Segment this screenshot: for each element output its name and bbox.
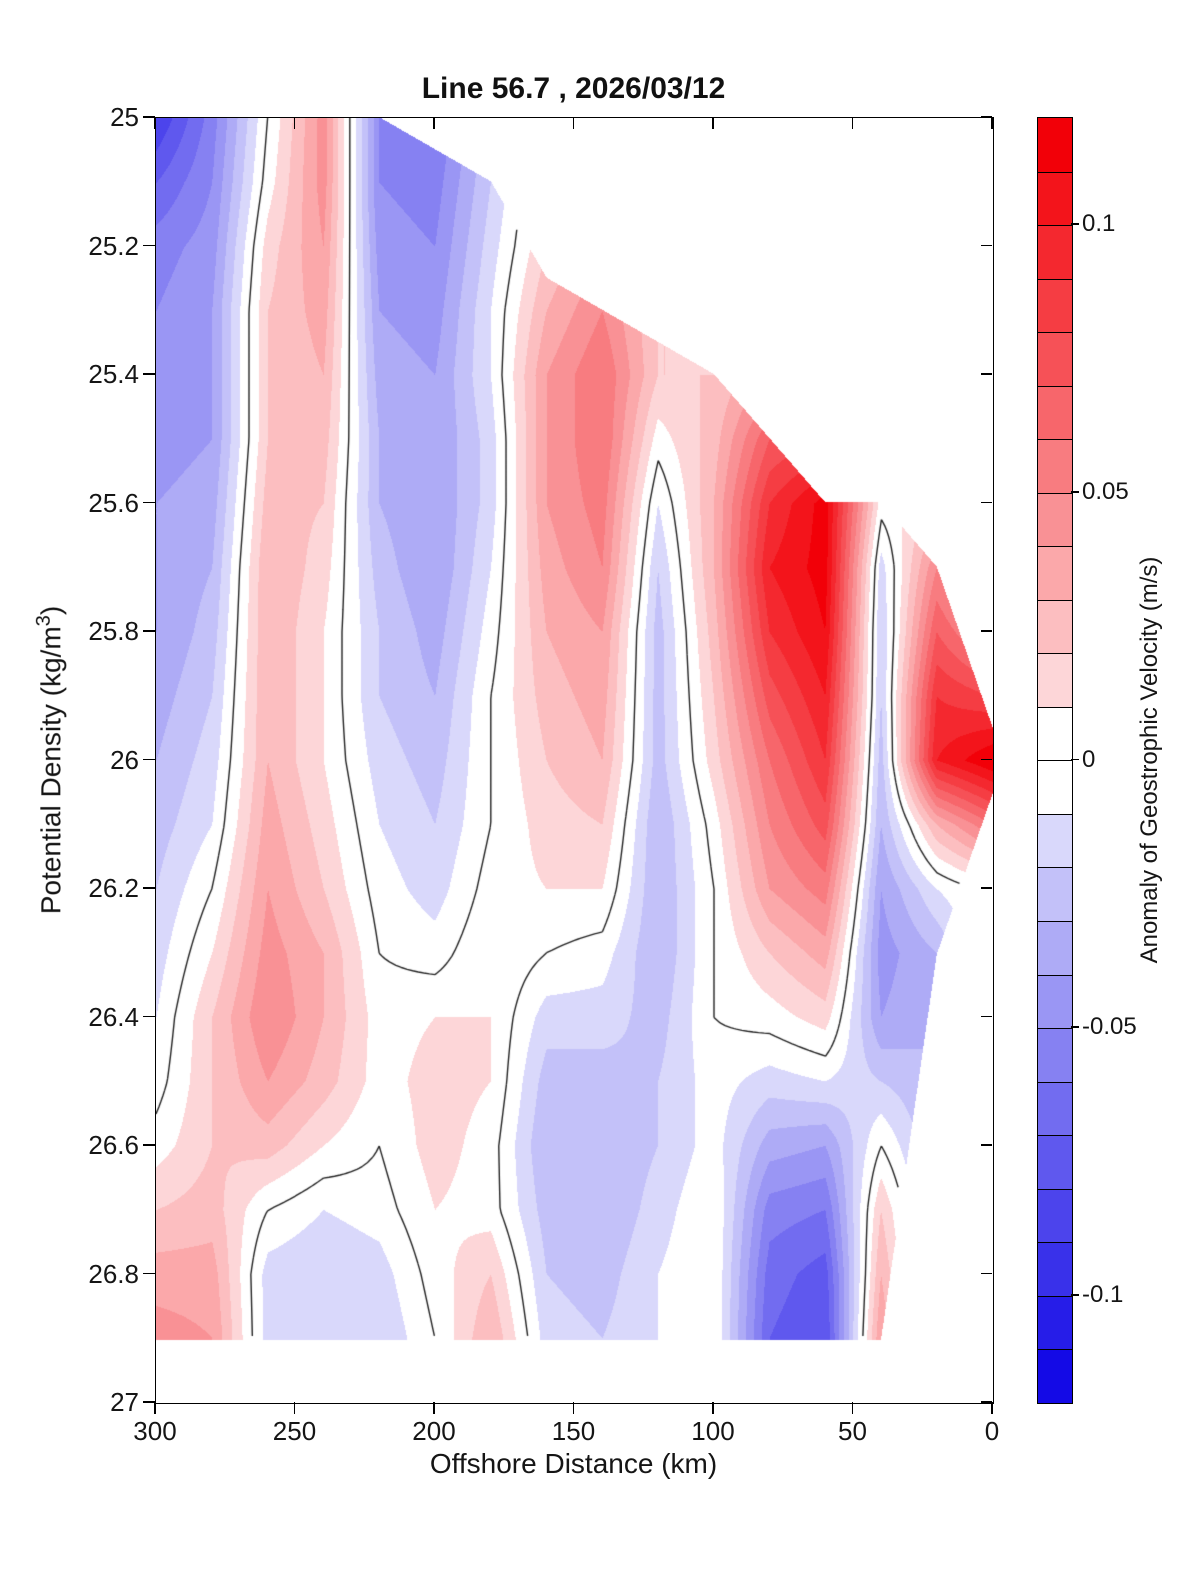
x-tick-label: 250 [272, 1416, 317, 1446]
y-tick-mark [143, 758, 155, 761]
y-tick-mark [143, 887, 155, 889]
colorbar-segment [1038, 653, 1072, 707]
x-tick-mark [433, 1402, 435, 1414]
x-tick-mark-top [991, 118, 993, 129]
x-tick-mark-top [433, 118, 435, 129]
y-tick-label: 26 [110, 744, 139, 775]
x-tick-label: 200 [412, 1416, 456, 1446]
y-tick-label: 25 [110, 102, 139, 132]
x-tick-mark-top [154, 118, 156, 129]
y-tick-mark-right [981, 1015, 992, 1018]
colorbar-segment [1038, 1028, 1072, 1082]
x-tick-label: 300 [133, 1416, 177, 1446]
colorbar-segment [1038, 332, 1072, 386]
x-tick-mark-top [293, 118, 296, 129]
y-tick-label: 25.4 [88, 359, 139, 389]
colorbar-segment [1038, 867, 1072, 921]
y-axis-label-superscript: 3 [32, 615, 55, 627]
colorbar-segment [1038, 1295, 1072, 1350]
colorbar-tick-mark [1071, 758, 1079, 761]
colorbar-tick-mark [1071, 223, 1079, 225]
y-tick-label: 25.8 [88, 616, 139, 646]
y-tick-mark-right [981, 1272, 992, 1275]
colorbar-label: Anomaly of Geostrophic Velocity (m/s) [1136, 556, 1163, 964]
x-tick-mark [712, 1402, 714, 1414]
colorbar-tick-mark [1071, 491, 1079, 493]
colorbar-segment [1038, 439, 1072, 493]
y-tick-label: 25.2 [88, 230, 139, 261]
x-tick-mark [572, 1402, 575, 1414]
colorbar-segment [1038, 546, 1072, 600]
y-tick-mark [143, 630, 155, 632]
x-tick-label: 0 [984, 1416, 1000, 1446]
y-tick-mark [143, 1272, 155, 1275]
x-tick-mark [154, 1402, 156, 1414]
colorbar-segment [1038, 760, 1072, 814]
y-tick-label: 26.8 [88, 1258, 139, 1289]
colorbar-tick-label: -0.05 [1082, 1013, 1137, 1041]
colorbar-segment [1038, 1188, 1072, 1243]
y-tick-label: 26.4 [88, 1001, 139, 1032]
contour-plot-canvas [156, 118, 993, 1403]
colorbar-segment [1038, 1081, 1072, 1136]
x-tick-mark-top [572, 118, 575, 129]
colorbar-segment [1038, 225, 1072, 279]
colorbar-segment [1038, 1242, 1072, 1296]
x-tick-label: 150 [551, 1416, 596, 1446]
y-tick-label: 27 [110, 1387, 139, 1417]
y-tick-label: 26.6 [88, 1130, 139, 1160]
y-tick-mark-right [981, 501, 992, 504]
colorbar-tick-label: -0.1 [1082, 1280, 1124, 1308]
x-tick-mark-top [851, 118, 854, 129]
y-tick-mark-right [981, 116, 992, 118]
x-tick-mark [851, 1402, 854, 1414]
colorbar-tick-label: 0 [1082, 745, 1096, 773]
colorbar-segment [1038, 385, 1072, 440]
y-axis-label-text: Potential Density (kg/m [35, 626, 67, 915]
colorbar [1037, 117, 1073, 1404]
x-tick-mark [293, 1402, 296, 1414]
y-tick-label: 25.6 [88, 487, 139, 518]
x-tick-label: 50 [838, 1416, 867, 1446]
y-tick-mark-right [981, 887, 992, 889]
x-tick-mark [991, 1402, 993, 1414]
y-tick-mark-right [981, 373, 992, 375]
x-tick-mark-top [712, 118, 714, 129]
plot-area [155, 117, 994, 1404]
y-axis-label: Potential Density (kg/m3) [33, 606, 67, 914]
y-tick-mark-right [981, 630, 992, 632]
colorbar-segment [1038, 920, 1072, 975]
y-tick-mark [143, 501, 155, 504]
colorbar-segment [1038, 1135, 1072, 1189]
colorbar-segment [1038, 813, 1072, 868]
y-tick-mark-right [981, 758, 992, 761]
y-tick-mark [143, 1015, 155, 1018]
y-axis-label-close: ) [35, 605, 67, 616]
colorbar-segment [1038, 599, 1072, 654]
colorbar-segment [1038, 706, 1072, 761]
colorbar-segment [1038, 171, 1072, 226]
colorbar-segment [1038, 278, 1072, 333]
y-tick-mark-right [981, 1401, 992, 1403]
y-tick-mark-right [981, 1144, 992, 1146]
colorbar-tick-mark [1071, 1026, 1079, 1028]
colorbar-tick-label: 0.1 [1082, 210, 1116, 238]
colorbar-tick-mark [1071, 1294, 1079, 1296]
y-tick-mark [143, 244, 155, 247]
y-tick-mark [143, 1401, 155, 1403]
colorbar-tick-label: 0.05 [1082, 477, 1129, 505]
y-tick-mark [143, 1144, 155, 1146]
y-tick-mark [143, 116, 155, 118]
y-tick-mark-right [981, 244, 992, 247]
colorbar-segment [1038, 974, 1072, 1029]
colorbar-segment [1038, 1349, 1072, 1403]
x-axis-label: Offshore Distance (km) [429, 1448, 718, 1479]
y-tick-label: 26.2 [88, 873, 139, 903]
plot-title: Line 56.7 , 2026/03/12 [421, 72, 726, 105]
x-tick-label: 100 [691, 1416, 735, 1446]
colorbar-segment [1038, 492, 1072, 547]
y-tick-mark [143, 373, 155, 375]
colorbar-segment [1038, 118, 1072, 172]
